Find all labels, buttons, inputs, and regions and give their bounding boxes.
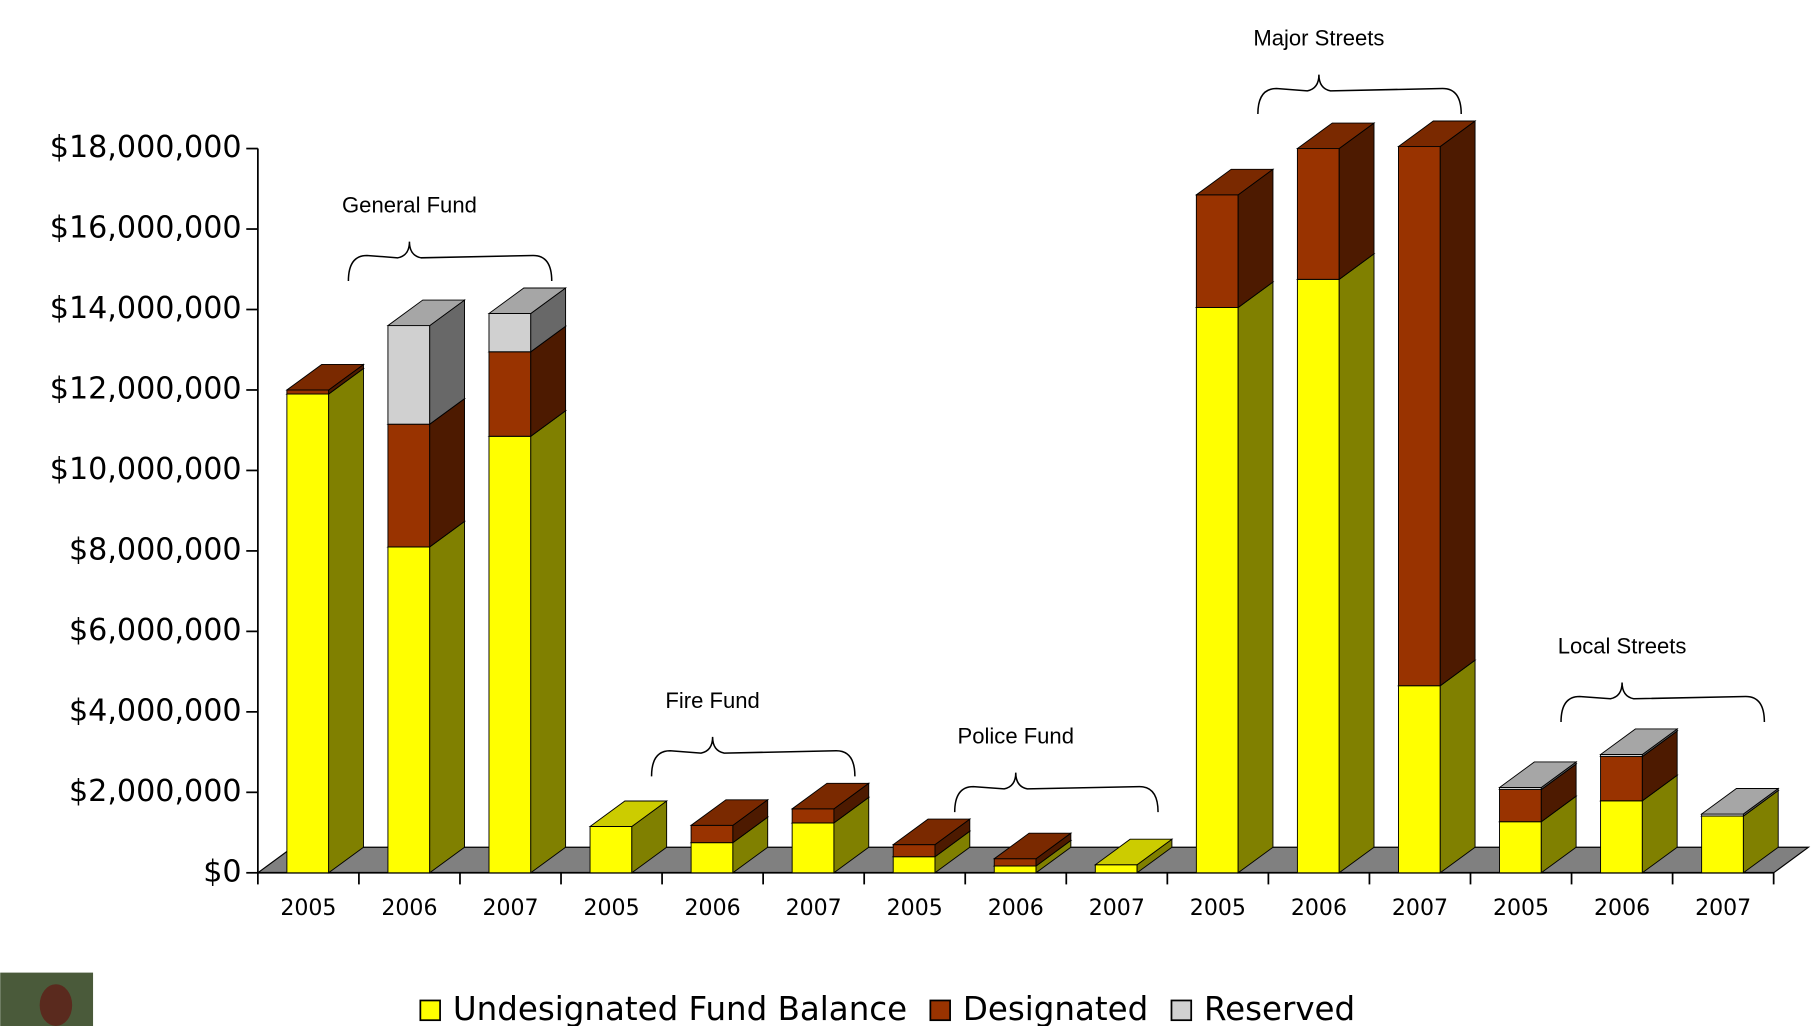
bar-segment [1297, 149, 1339, 280]
bar-side [1339, 254, 1374, 873]
bar-segment [994, 859, 1036, 866]
bar-side [1440, 121, 1475, 686]
y-tick-label: $0 [203, 854, 241, 889]
x-tick-label: 2007 [482, 896, 538, 921]
bar-segment [1398, 147, 1440, 686]
y-tick-label: $8,000,000 [69, 532, 242, 567]
bar-segment [1601, 801, 1643, 873]
bar-segment [287, 390, 329, 394]
x-tick-label: 2007 [786, 896, 842, 921]
legend-label: Designated [963, 990, 1148, 1026]
legend-label: Reserved [1204, 990, 1355, 1026]
bar-segment [489, 314, 531, 352]
group-brace [1258, 75, 1461, 114]
bar-segment [388, 547, 430, 873]
y-tick-label: $4,000,000 [69, 693, 242, 728]
x-tick-label: 2005 [1493, 896, 1549, 921]
bar-segment [1601, 757, 1643, 801]
y-tick-label: $16,000,000 [50, 211, 242, 246]
group-label: Fire Fund [665, 688, 759, 713]
bar-segment [1196, 195, 1238, 308]
bar-segment [994, 866, 1036, 873]
x-tick-label: 2007 [1392, 896, 1448, 921]
bar-segment [489, 352, 531, 436]
group-label: General Fund [342, 193, 477, 218]
bar-segment [1297, 279, 1339, 872]
bar-side [329, 368, 364, 872]
legend-swatch [1171, 1000, 1191, 1020]
x-tick-label: 2006 [1594, 896, 1650, 921]
bar-segment [388, 326, 430, 425]
bar-segment [287, 394, 329, 873]
y-tick-label: $18,000,000 [50, 130, 242, 165]
bar-segment [489, 436, 531, 873]
bar-side [1440, 660, 1475, 873]
bar-side [1339, 123, 1374, 279]
group-label: Police Fund [958, 724, 1074, 749]
y-tick-label: $14,000,000 [50, 291, 242, 326]
group-label: Local Streets [1558, 634, 1687, 659]
x-tick-label: 2005 [583, 896, 639, 921]
bar-segment [792, 809, 834, 823]
x-tick-label: 2005 [1190, 896, 1246, 921]
bar-side [531, 411, 566, 873]
x-tick-label: 2007 [1695, 896, 1751, 921]
bar-segment [893, 845, 935, 857]
chart: $0 $2,000,000 $4,000,000 $6,000,000 $8,000,0… [0, 0, 1811, 1026]
x-tick-label: 2005 [280, 896, 336, 921]
bar-segment [1500, 790, 1542, 822]
group-label: Major Streets [1253, 26, 1384, 51]
bar-segment [388, 424, 430, 547]
x-tick-label: 2006 [1291, 896, 1347, 921]
bar-segment [691, 843, 733, 873]
group-brace [652, 737, 855, 776]
legend-swatch [930, 1000, 950, 1020]
legend-swatch [420, 1000, 440, 1020]
bar-side [1238, 282, 1273, 873]
y-tick-label: $10,000,000 [50, 452, 242, 487]
x-tick-label: 2006 [988, 896, 1044, 921]
bar-segment [893, 857, 935, 873]
bar-segment [792, 823, 834, 873]
y-tick-label: $2,000,000 [69, 774, 242, 809]
bar-segment [1702, 816, 1744, 873]
x-tick-label: 2006 [381, 896, 437, 921]
group-brace [1561, 683, 1764, 722]
legend-label: Undesignated Fund Balance [453, 990, 907, 1026]
bar-segment [1196, 307, 1238, 872]
bar-segment [1095, 865, 1137, 873]
y-tick-label: $12,000,000 [50, 371, 242, 406]
bar-side [430, 521, 465, 872]
bar-segment [691, 825, 733, 842]
bar-segment [1398, 686, 1440, 873]
page: $0 $2,000,000 $4,000,000 $6,000,000 $8,000,0… [0, 0, 1811, 1026]
x-tick-label: 2006 [685, 896, 741, 921]
bar-segment [590, 827, 632, 873]
x-tick-label: 2007 [1089, 896, 1145, 921]
group-brace [348, 242, 551, 281]
y-tick-label: $6,000,000 [69, 613, 242, 648]
group-brace [955, 773, 1158, 812]
x-tick-label: 2005 [887, 896, 943, 921]
photo-figure [40, 984, 72, 1026]
bar-segment [1500, 822, 1542, 873]
